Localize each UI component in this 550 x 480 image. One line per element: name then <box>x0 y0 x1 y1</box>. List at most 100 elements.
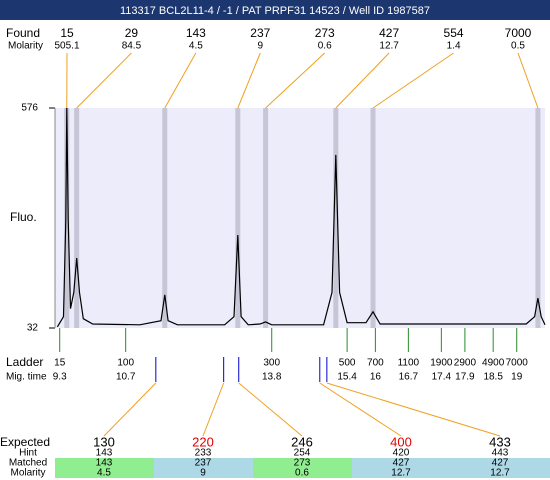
found-size: 15 <box>60 26 74 40</box>
hint: 443 <box>492 448 509 459</box>
molarity-cell <box>352 468 451 478</box>
hint: 254 <box>294 448 311 459</box>
y-label: Fluo. <box>10 210 37 224</box>
ladder-time: 16 <box>370 372 382 383</box>
expected-connector <box>319 382 402 437</box>
matched-cell <box>55 458 154 468</box>
ladder-size: 1900 <box>430 358 453 369</box>
ladder-size: 2900 <box>454 358 477 369</box>
peak-connector <box>164 52 197 109</box>
ladder-time: 16.7 <box>399 372 419 383</box>
ladder-size: 700 <box>367 358 384 369</box>
expected-size: 220 <box>192 434 214 449</box>
expected-connector <box>238 382 303 437</box>
matched-cell <box>154 458 253 468</box>
peak-connector <box>335 52 390 109</box>
matched: 427 <box>492 458 509 469</box>
row-label: Hint <box>19 448 37 459</box>
ladder-size: 4900 <box>482 358 505 369</box>
ladder-size: 1100 <box>398 358 420 369</box>
peak-band <box>535 108 541 328</box>
molarity-cell <box>154 468 253 478</box>
hint: 143 <box>96 448 113 459</box>
found-molarity: 4.5 <box>189 41 203 52</box>
ladder-size: 15 <box>54 358 66 369</box>
found-molarity: 1.4 <box>447 41 461 52</box>
peak-band <box>370 108 376 328</box>
ladder-time: 18.5 <box>483 372 503 383</box>
molarity: 12.7 <box>490 468 510 479</box>
title: 113317 BCL2L11-4 / -1 / PAT PRPF31 14523… <box>120 5 430 17</box>
found-molarity: 0.6 <box>318 41 332 52</box>
y-tick-label: 576 <box>21 103 38 114</box>
ladder-size: 7000 <box>506 358 529 369</box>
found-size: 237 <box>250 26 270 40</box>
plot-area <box>55 108 545 328</box>
matched: 237 <box>195 458 212 469</box>
expected-label: Expected <box>0 435 50 449</box>
molarity-cell <box>451 468 550 478</box>
molarity: 4.5 <box>97 468 111 479</box>
ladder-time: 17.9 <box>455 372 475 383</box>
found-size: 427 <box>379 26 399 40</box>
molarity: 0.6 <box>295 468 309 479</box>
matched: 427 <box>393 458 410 469</box>
peak-connector <box>237 52 261 109</box>
molarity-label: Molarity <box>8 41 43 52</box>
title-bar <box>0 0 550 20</box>
molarity-cell <box>253 468 352 478</box>
ladder-time: 17.4 <box>432 372 452 383</box>
peak-band <box>333 108 339 328</box>
found-molarity: 84.5 <box>122 41 142 52</box>
matched-cell <box>352 458 451 468</box>
hint: 233 <box>195 448 212 459</box>
ladder-size: 300 <box>263 358 280 369</box>
expected-size: 246 <box>291 434 313 449</box>
peak-band <box>64 108 70 328</box>
peak-connector <box>265 52 326 109</box>
found-label: Found <box>6 26 40 40</box>
found-molarity: 12.7 <box>379 41 399 52</box>
found-size: 143 <box>186 26 206 40</box>
peak-band <box>162 108 168 328</box>
peak-band <box>263 108 269 328</box>
matched-cell <box>253 458 352 468</box>
found-size: 273 <box>315 26 335 40</box>
row-label: Matched <box>9 458 47 469</box>
ladder-time: 10.7 <box>116 372 136 383</box>
expected-size: 400 <box>390 434 412 449</box>
ladder-time: 15.4 <box>337 372 357 383</box>
matched: 273 <box>294 458 311 469</box>
found-size: 7000 <box>505 26 532 40</box>
ladder-label: Ladder <box>6 355 43 369</box>
peak-connector <box>372 52 454 109</box>
ladder-size: 100 <box>117 358 134 369</box>
peak-band <box>74 108 80 328</box>
peak-connector <box>517 52 539 109</box>
molarity-cell <box>55 468 154 478</box>
ladder-time: 13.8 <box>262 372 282 383</box>
hint: 420 <box>393 448 410 459</box>
expected-size: 130 <box>93 434 115 449</box>
matched: 143 <box>96 458 113 469</box>
expected-size: 433 <box>489 434 511 449</box>
ladder-time: 9.3 <box>53 372 67 383</box>
molarity: 9 <box>200 468 206 479</box>
peak-band <box>235 108 241 328</box>
y-tick-label: 32 <box>27 323 39 334</box>
matched-cell <box>451 458 550 468</box>
ladder-time: 19 <box>511 372 523 383</box>
ladder-size: 500 <box>339 358 356 369</box>
expected-connector <box>326 382 501 437</box>
mig-time-label: Mig. time <box>6 372 47 383</box>
row-label: Molarity <box>10 468 45 479</box>
trace <box>56 107 546 328</box>
expected-connector <box>202 382 225 437</box>
found-molarity: 0.5 <box>511 41 525 52</box>
found-size: 29 <box>125 26 139 40</box>
peak-connector <box>76 52 132 109</box>
found-molarity: 505.1 <box>54 41 79 52</box>
found-size: 554 <box>444 26 464 40</box>
found-molarity: 9 <box>258 41 264 52</box>
